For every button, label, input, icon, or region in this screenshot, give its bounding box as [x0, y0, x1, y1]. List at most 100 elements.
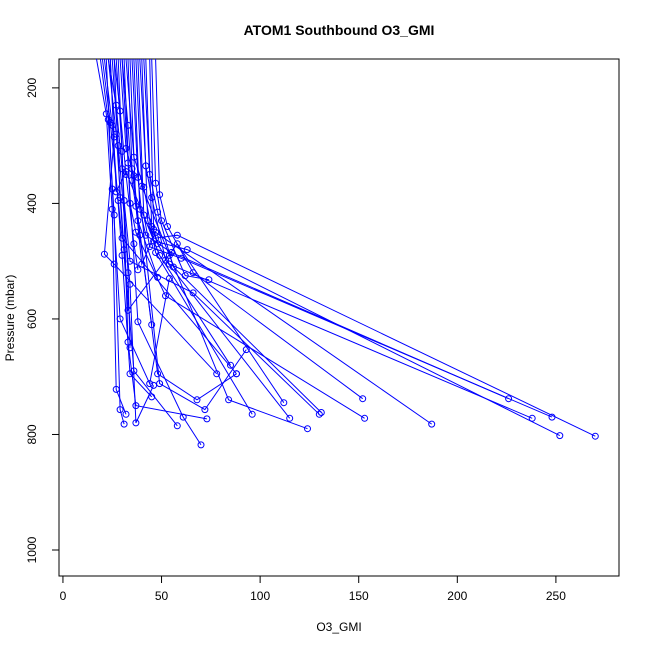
series-line	[149, 59, 533, 419]
series-line	[141, 59, 561, 437]
data-point	[132, 419, 140, 427]
data-point	[124, 269, 132, 277]
series-layer	[96, 59, 599, 449]
data-point	[280, 399, 288, 407]
data-point	[116, 107, 124, 115]
data-point	[140, 183, 148, 191]
data-point	[110, 260, 118, 268]
data-point	[134, 318, 142, 326]
data-point	[359, 395, 367, 403]
y-axis-label: Pressure (mbar)	[3, 275, 17, 362]
y-tick-label: 1000	[25, 536, 39, 563]
data-point	[591, 432, 599, 440]
data-point	[189, 269, 197, 277]
data-point	[304, 425, 311, 433]
series-line	[135, 59, 308, 430]
data-point	[154, 273, 162, 281]
series-line	[115, 59, 207, 420]
data-point	[148, 321, 156, 329]
data-point	[203, 415, 211, 423]
data-point	[130, 153, 138, 161]
data-point	[428, 420, 436, 428]
series-line	[123, 59, 365, 419]
x-tick-label: 150	[349, 589, 369, 603]
series-line	[113, 59, 139, 270]
data-point	[164, 223, 171, 230]
data-point	[140, 211, 148, 219]
data-point	[124, 306, 132, 314]
data-point	[116, 315, 124, 323]
data-point	[193, 396, 201, 404]
y-tick-label: 800	[25, 424, 39, 444]
data-point	[528, 414, 536, 422]
x-axis-label: O3_GMI	[316, 620, 361, 634]
x-tick-label: 250	[546, 589, 566, 603]
x-tick-label: 0	[60, 589, 67, 603]
data-point	[134, 217, 142, 225]
data-point	[116, 406, 124, 414]
data-point	[110, 133, 118, 141]
data-point	[130, 172, 138, 180]
data-point	[156, 191, 164, 199]
x-tick-label: 100	[250, 589, 270, 603]
y-tick-label: 200	[25, 78, 39, 98]
y-tick-label: 400	[25, 193, 39, 213]
data-point	[128, 176, 136, 184]
data-point	[122, 410, 130, 418]
series-line	[105, 59, 170, 386]
data-point	[146, 380, 154, 388]
data-point	[100, 250, 108, 258]
series-line	[155, 59, 363, 400]
data-point	[134, 266, 142, 274]
series-line	[107, 59, 131, 348]
data-point	[556, 432, 564, 440]
data-point	[167, 249, 175, 256]
plot-area-frame	[58, 58, 620, 577]
data-point	[162, 256, 169, 264]
data-point	[179, 413, 187, 421]
data-point	[205, 276, 213, 284]
data-point	[112, 188, 120, 196]
data-point	[361, 414, 369, 422]
data-point	[201, 406, 209, 414]
data-point	[152, 179, 160, 187]
data-point	[233, 370, 240, 378]
profile-series	[133, 59, 513, 403]
data-point	[197, 441, 205, 449]
x-tick-label: 200	[447, 589, 467, 603]
profile-series	[155, 59, 367, 403]
y-tick-label: 600	[25, 309, 39, 329]
data-point	[181, 272, 189, 280]
data-point	[132, 402, 140, 410]
data-point	[248, 410, 256, 418]
profile-series	[113, 59, 142, 274]
series-line	[127, 59, 237, 401]
data-point	[130, 240, 138, 248]
x-axis: 0 50 100 150 200 250	[60, 575, 566, 603]
data-point	[114, 197, 122, 204]
data-point	[126, 344, 134, 352]
series-line	[121, 59, 202, 446]
chart-title: ATOM1 Southbound O3_GMI	[244, 22, 435, 38]
data-point	[227, 361, 234, 369]
series-line	[151, 59, 209, 281]
series-line	[133, 59, 509, 400]
series-line	[145, 59, 596, 437]
data-point	[122, 171, 130, 178]
data-point	[286, 414, 294, 422]
data-point	[152, 249, 160, 256]
profile-series	[137, 59, 556, 421]
data-point	[177, 254, 185, 262]
data-point	[505, 395, 513, 403]
profile-series	[119, 59, 156, 329]
data-point	[120, 420, 128, 428]
data-point	[225, 396, 233, 404]
profile-series	[139, 59, 294, 422]
data-point	[162, 292, 169, 300]
data-point	[183, 246, 191, 254]
series-line	[143, 59, 322, 413]
series-line	[125, 59, 253, 415]
y-axis: 200 400 600 800 1000	[25, 78, 60, 563]
data-point	[173, 231, 181, 239]
